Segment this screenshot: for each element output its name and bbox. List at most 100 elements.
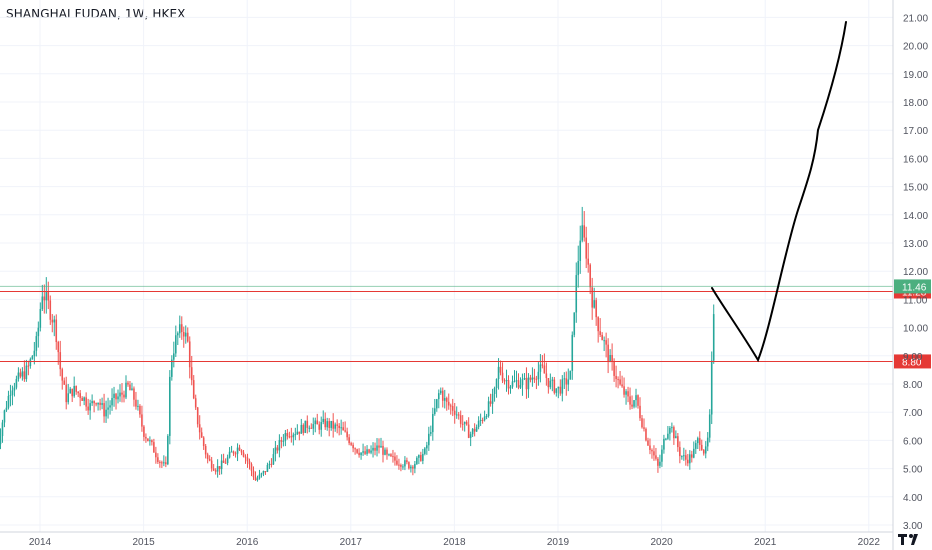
candle-body — [149, 440, 151, 442]
candle-body — [101, 403, 103, 405]
candle-body — [139, 405, 141, 415]
x-tick-label: 2019 — [547, 537, 570, 548]
candle-body — [585, 237, 588, 259]
candle-body — [370, 450, 372, 453]
candle-body — [232, 451, 235, 454]
candle-body — [569, 370, 572, 380]
candle-body — [159, 461, 161, 463]
candle-body — [153, 442, 155, 453]
candle-body — [433, 408, 436, 414]
candle-body — [609, 354, 611, 362]
candle-body — [432, 413, 434, 433]
candle-body — [0, 436, 2, 445]
candle-body — [581, 225, 584, 241]
candle-body — [402, 466, 404, 468]
candle-body — [696, 438, 699, 444]
candle-body — [55, 319, 58, 343]
candle-body — [535, 378, 538, 380]
candle-body — [280, 440, 283, 442]
candle-body — [342, 427, 344, 431]
candle-body — [591, 287, 593, 308]
candle-body — [637, 395, 639, 406]
candle-body — [1, 422, 4, 437]
candle-body — [597, 317, 599, 332]
x-tick-label: 2020 — [650, 537, 673, 548]
candle-body — [457, 414, 460, 416]
candle-body — [242, 452, 245, 457]
candle-body — [75, 385, 77, 392]
candle-body — [346, 431, 348, 438]
candle-body — [388, 454, 390, 456]
freehand-projection-drawing — [711, 21, 847, 363]
candle-body — [567, 379, 570, 385]
candle-body — [214, 470, 217, 472]
candle-body — [499, 366, 502, 373]
candle-body — [645, 428, 647, 441]
candle-body — [358, 452, 360, 456]
candle-body — [633, 400, 635, 407]
candle-body — [509, 386, 512, 389]
candle-body — [206, 454, 209, 459]
candle-body — [254, 477, 257, 481]
candle-body — [244, 456, 247, 458]
candle-body — [404, 460, 406, 467]
candle-body — [467, 424, 470, 438]
candle-body — [324, 418, 327, 428]
candle-body — [463, 421, 466, 424]
candle-body — [208, 458, 211, 461]
candle-body — [479, 419, 482, 421]
candle-body — [410, 466, 412, 469]
candle-body — [593, 300, 595, 308]
candle-body — [712, 314, 715, 361]
candle-body — [105, 409, 107, 417]
candle-body — [549, 380, 552, 388]
candle-body — [57, 342, 60, 353]
y-tick-label: 3.00 — [903, 521, 923, 532]
candle-body — [27, 365, 30, 367]
candle-body — [230, 451, 233, 453]
candle-body — [238, 447, 241, 451]
candle-body — [451, 406, 454, 411]
candle-body — [420, 455, 422, 461]
candle-body — [123, 394, 125, 398]
candle-body — [689, 454, 691, 464]
last-price-badge — [894, 279, 931, 294]
candle-body — [531, 377, 534, 380]
candle-body — [198, 424, 201, 433]
candle-body — [513, 380, 516, 382]
candle-body — [216, 466, 219, 472]
candle-body — [296, 431, 299, 435]
candle-body — [547, 378, 550, 388]
candle-body — [485, 415, 488, 417]
candle-body — [667, 433, 669, 439]
candle-body — [392, 456, 394, 458]
candle-body — [601, 334, 603, 341]
candle-body — [228, 451, 231, 458]
candle-body — [117, 396, 119, 400]
x-tick-label: 2021 — [754, 537, 777, 548]
candle-body — [39, 309, 42, 328]
candle-body — [519, 385, 522, 388]
candle-body — [196, 407, 199, 425]
candle-body — [683, 455, 685, 457]
level-badge — [894, 354, 931, 369]
candle-body — [599, 331, 601, 335]
candle-body — [362, 451, 364, 453]
candle-body — [563, 378, 566, 380]
candle-body — [557, 386, 560, 389]
candle-body — [493, 387, 496, 394]
tradingview-logo-icon — [898, 534, 918, 545]
candle-body — [428, 433, 430, 446]
candle-body — [445, 398, 448, 402]
candle-body — [340, 427, 342, 429]
candle-body — [182, 331, 185, 337]
candle-body — [222, 460, 225, 463]
candle-body — [386, 449, 388, 455]
candle-body — [81, 397, 83, 401]
candle-body — [97, 402, 99, 405]
candle-body — [192, 380, 195, 399]
candle-body — [83, 397, 85, 401]
candle-body — [226, 457, 229, 464]
candle-body — [119, 392, 121, 397]
